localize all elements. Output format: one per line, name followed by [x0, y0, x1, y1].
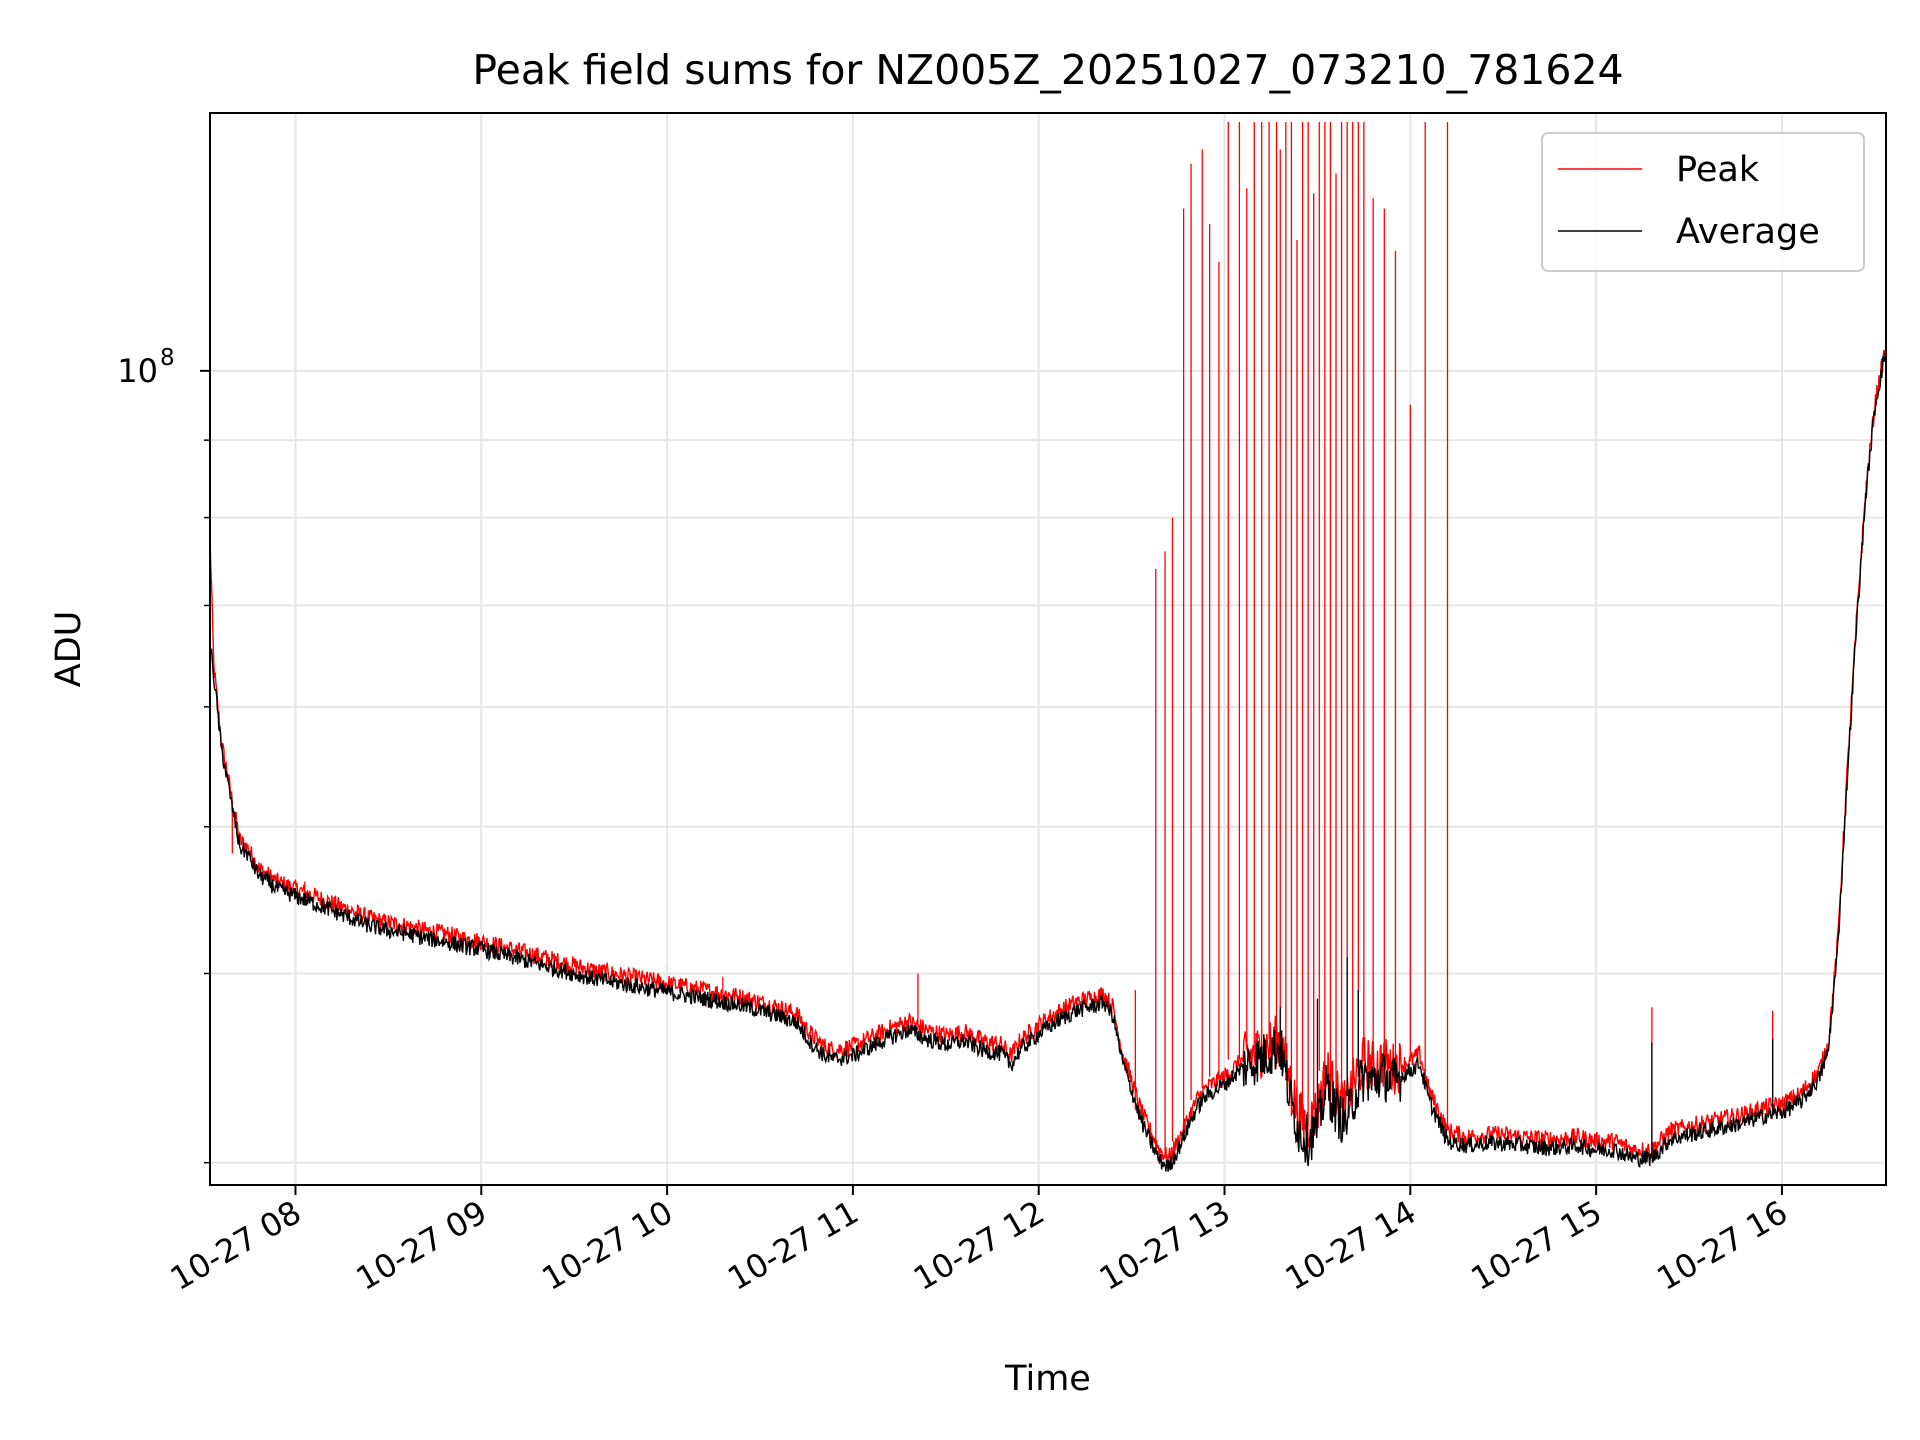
legend-average-label: Average: [1676, 212, 1820, 252]
y-tick-label-base: 10: [117, 352, 158, 390]
legend-box: [1541, 132, 1865, 272]
grid-lines: [210, 113, 1886, 1185]
chart-title: Peak field sums for NZ005Z_20251027_0732…: [472, 46, 1623, 94]
legend-peak-label: Peak: [1676, 150, 1760, 190]
y-tick-label-exponent: 8: [160, 345, 175, 371]
plot-area: [210, 121, 1886, 1172]
series-average: [210, 348, 1886, 1172]
line-average: [210, 348, 1886, 1172]
legend: Peak Average: [1541, 132, 1865, 272]
axes-frame: [209, 112, 1887, 1186]
y-axis-label: ADU: [49, 611, 89, 688]
y-tick-label: 10: [117, 352, 158, 390]
x-axis-label: Time: [1004, 1359, 1091, 1399]
line-peak: [210, 345, 1886, 1166]
series-peak: [210, 121, 1886, 1166]
